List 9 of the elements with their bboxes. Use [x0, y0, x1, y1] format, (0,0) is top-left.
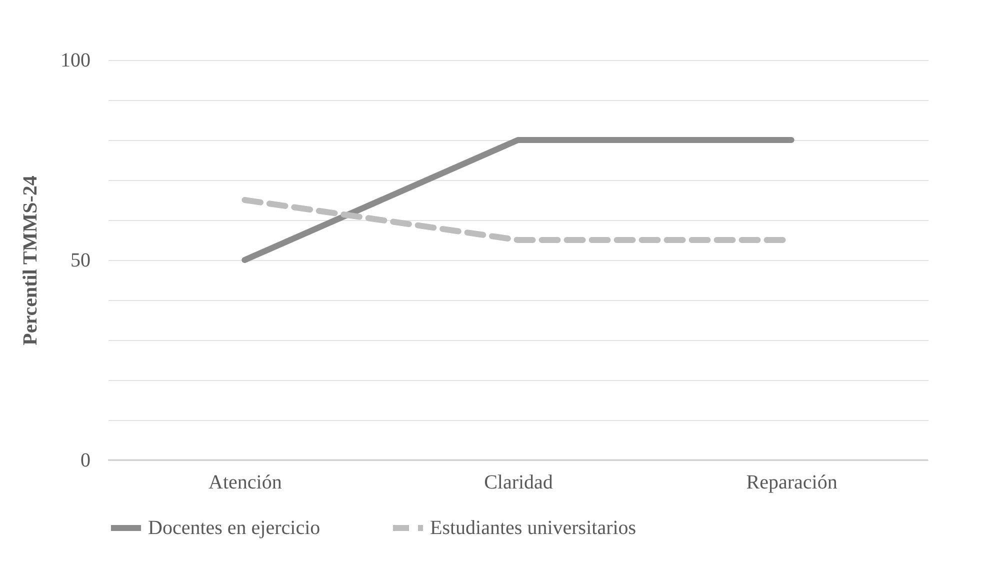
y-axis-title: Percentil TMMS-24: [20, 176, 42, 346]
x-tick-label: Atención: [208, 472, 282, 494]
y-tick-label: 0: [80, 450, 90, 472]
x-tick-label: Reparación: [746, 472, 838, 494]
legend-label: Docentes en ejercicio: [148, 517, 320, 539]
x-tick-label: Claridad: [484, 472, 553, 494]
legend-label: Estudiantes universitarios: [430, 517, 636, 539]
y-tick-label: 100: [60, 50, 90, 72]
y-tick-label: 50: [70, 250, 90, 272]
